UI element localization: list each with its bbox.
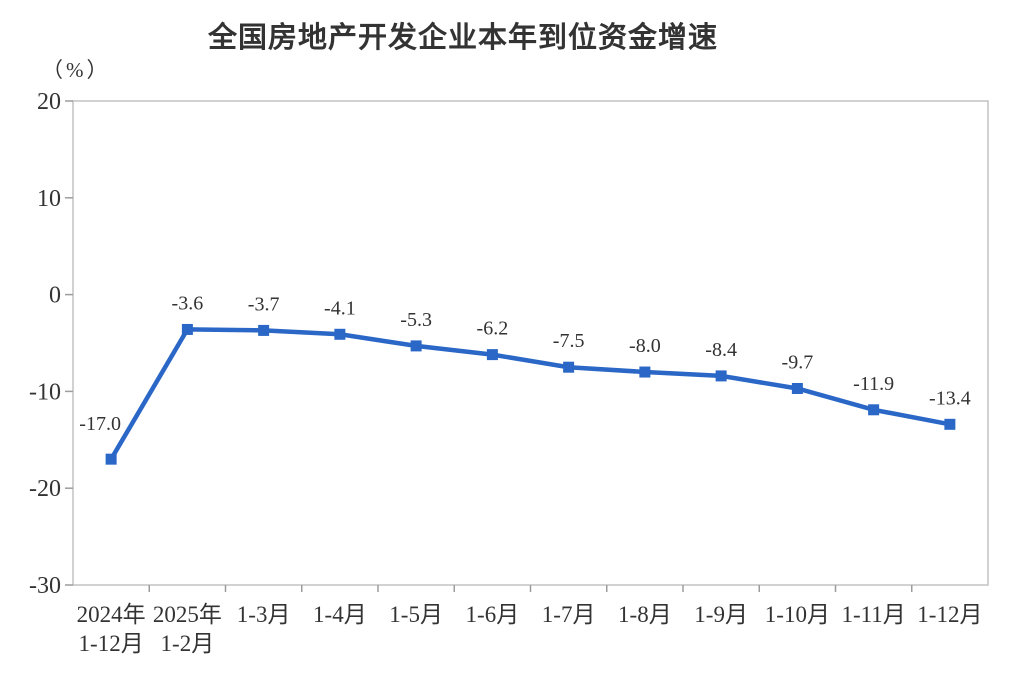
data-point-label: -4.1 (324, 297, 356, 319)
x-axis-category-label: 2025年 (153, 602, 222, 627)
x-axis-category-label: 1-4月 (313, 602, 367, 627)
y-axis-tick-label: 10 (37, 186, 61, 212)
x-axis-category-label: 1-11月 (841, 602, 905, 627)
data-point-marker (105, 453, 117, 465)
data-point-label: -13.4 (929, 387, 971, 409)
data-point-marker (944, 418, 956, 430)
data-point-marker (639, 366, 651, 378)
x-axis-category-label: 2024年 (77, 602, 146, 627)
data-point-marker (410, 340, 422, 352)
data-point-label: -17.0 (79, 413, 121, 435)
data-point-label: -8.0 (629, 335, 661, 357)
data-point-marker (791, 382, 803, 394)
data-point-label: -7.5 (553, 330, 585, 352)
x-axis-category-label: 1-7月 (542, 602, 596, 627)
data-point-marker (868, 404, 880, 416)
data-point-marker (258, 324, 270, 336)
data-point-marker (486, 349, 498, 361)
data-point-marker (334, 328, 346, 340)
data-point-label: -9.7 (782, 351, 814, 373)
y-axis-tick-label: -20 (29, 476, 61, 502)
x-axis-category-label: 1-3月 (237, 602, 291, 627)
data-point-marker (181, 323, 193, 335)
plot-area-border (72, 100, 989, 586)
y-axis-tick-label: -30 (29, 573, 61, 599)
data-point-marker (715, 370, 727, 382)
y-axis-tick-label: 0 (49, 283, 61, 309)
y-axis-tick-label: -10 (29, 379, 61, 405)
y-axis-unit-label: （%） (42, 58, 111, 82)
x-axis-category-label: 1-5月 (389, 602, 443, 627)
data-point-label: -3.6 (172, 292, 204, 314)
x-axis-category-label: 1-6月 (466, 602, 520, 627)
data-line-series (109, 327, 951, 461)
data-point-label: -5.3 (400, 309, 432, 331)
data-point-label: -11.9 (853, 373, 894, 395)
x-axis-category-label: 1-8月 (618, 602, 672, 627)
data-point-label: -8.4 (705, 339, 737, 361)
y-axis-tick-label: 20 (37, 89, 61, 115)
data-point-label: -6.2 (477, 318, 509, 340)
data-point-marker (563, 361, 575, 373)
x-axis-category-label: 1-12月 (917, 602, 982, 627)
chart-title: 全国房地产开发企业本年到位资金增速 (207, 22, 718, 54)
data-point-label: -3.7 (248, 293, 280, 315)
x-axis-category-label: 1-12月 (79, 631, 144, 656)
x-axis-category-label: 1-2月 (161, 631, 215, 656)
x-axis-category-label: 1-9月 (694, 602, 748, 627)
x-axis-category-label: 1-10月 (765, 602, 830, 627)
